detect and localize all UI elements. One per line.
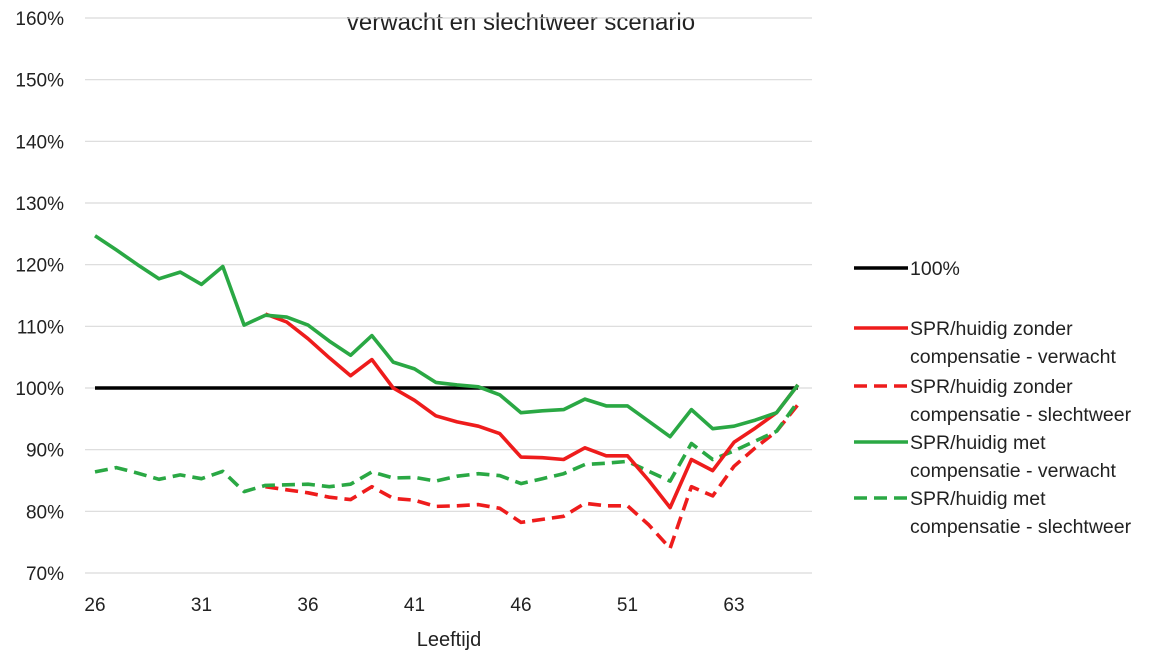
- y-tick-label: 110%: [17, 317, 64, 338]
- legend: 100% SPR/huidig zonder compensatie - verwa…: [854, 258, 1132, 538]
- x-tick-label: 31: [191, 595, 212, 616]
- legend-label: compensatie - slechtweer: [910, 516, 1132, 538]
- legend-label: SPR/huidig zonder: [910, 318, 1073, 340]
- y-tick-label: 70%: [26, 564, 64, 585]
- y-tick-label: 130%: [15, 194, 64, 215]
- legend-label: compensatie - slechtweer: [910, 404, 1132, 426]
- y-tick-label: 150%: [15, 71, 64, 92]
- series-lines: [94, 234, 800, 551]
- series-line-2: [265, 403, 800, 551]
- y-tick-label: 120%: [15, 256, 64, 277]
- x-axis-ticks: 26 31 36 41 46 51 63: [84, 595, 744, 616]
- legend-label: SPR/huidig zonder: [910, 376, 1073, 398]
- x-axis-title: Leeftijd: [417, 629, 482, 651]
- legend-label: SPR/huidig met: [910, 432, 1046, 454]
- y-tick-label: 140%: [15, 132, 64, 153]
- x-tick-label: 46: [510, 595, 531, 616]
- y-axis-ticks: 70% 80% 90% 100% 110% 120% 130% 140% 150% 160%: [15, 9, 64, 585]
- series-line-1: [264, 312, 800, 510]
- y-tick-label: 80%: [26, 502, 64, 523]
- series-line-3: [94, 234, 800, 439]
- x-tick-label: 51: [617, 595, 638, 616]
- gridlines: [85, 17, 812, 574]
- y-tick-label: 100%: [15, 379, 64, 400]
- legend-label: 100%: [910, 258, 960, 280]
- x-tick-label: 63: [723, 595, 744, 616]
- x-tick-label: 36: [297, 595, 318, 616]
- y-tick-label: 160%: [15, 9, 64, 30]
- y-tick-label: 90%: [26, 441, 64, 462]
- x-tick-label: 41: [404, 595, 425, 616]
- x-tick-label: 26: [84, 595, 105, 616]
- chart-title: verwacht en slechtweer scenario: [347, 9, 695, 36]
- legend-label: compensatie - verwacht: [910, 460, 1117, 482]
- series-line-4: [94, 400, 800, 494]
- legend-label: SPR/huidig met: [910, 488, 1046, 510]
- legend-label: compensatie - verwacht: [910, 346, 1117, 368]
